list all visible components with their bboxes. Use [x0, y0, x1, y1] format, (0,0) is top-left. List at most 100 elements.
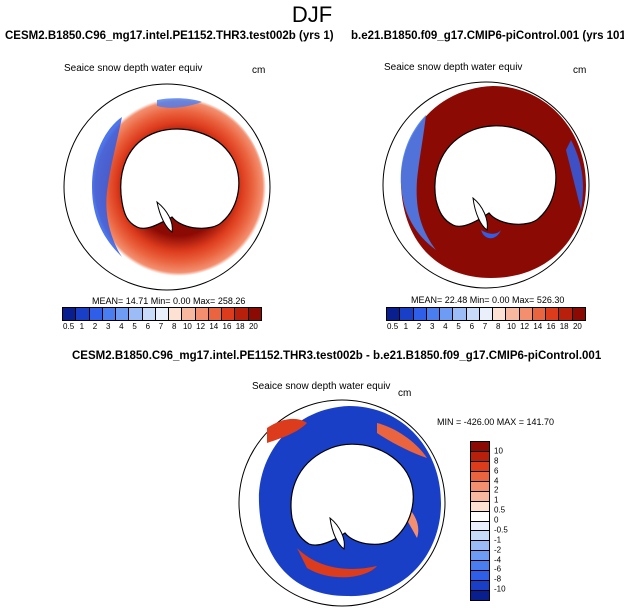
colorbar-tick-label: 8 — [495, 322, 501, 331]
colorbar-swatch — [471, 491, 489, 502]
colorbar-tick-label: 18 — [235, 322, 245, 331]
colorbar-tick-label: 1 — [494, 495, 499, 505]
colorbar-swatch — [182, 308, 196, 320]
panel-2-title: b.e21.B1850.f09_g17.CMIP6-piControl.001 … — [351, 30, 624, 42]
colorbar-tick-label: 0.5 — [63, 322, 75, 331]
antarctica — [290, 443, 414, 546]
colorbar-tick-label: 16 — [546, 322, 556, 331]
colorbar-tick-label: 5 — [456, 322, 461, 331]
colorbar-swatch — [506, 308, 520, 320]
colorbar-swatch — [471, 501, 489, 512]
low-snow-region — [92, 117, 122, 257]
ross-ice-shelf — [329, 516, 345, 550]
colorbar-swatch — [235, 308, 249, 320]
colorbar-tick-label: 4 — [443, 322, 448, 331]
colorbar-tick-label: 10 — [182, 322, 192, 331]
colorbar-tick-label: 14 — [533, 322, 543, 331]
colorbar-swatch — [471, 481, 489, 492]
colorbar-swatch — [471, 571, 489, 582]
panel-1-units: cm — [252, 65, 266, 76]
colorbar-swatch — [387, 308, 401, 320]
colorbar-swatch — [89, 308, 103, 320]
colorbar-swatch — [102, 308, 117, 320]
colorbar-tick-label: 10 — [494, 446, 503, 456]
colorbar-tick-label: 4 — [494, 476, 499, 485]
panel-2-colorbar — [386, 307, 586, 321]
panel-2-map — [382, 81, 590, 289]
panel-3-colorbar — [470, 441, 490, 601]
panel-3-colorbar-labels: 10 8 6 4 2 1 0.5 0 -0.5 -1 -2 -4 -6 -8 -10 — [494, 441, 524, 599]
colorbar-swatch — [466, 308, 480, 320]
colorbar-swatch — [471, 531, 489, 542]
colorbar-swatch — [471, 461, 489, 472]
panel-1-title: CESM2.B1850.C96_mg17.intel.PE1152.THR3.t… — [5, 30, 334, 42]
colorbar-tick-label: 10 — [506, 322, 516, 331]
colorbar-tick-label: 16 — [222, 322, 232, 331]
colorbar-tick-label: 4 — [119, 322, 124, 331]
colorbar-swatch — [471, 511, 489, 522]
panel-2-units: cm — [573, 65, 587, 76]
antarctica — [434, 125, 557, 227]
colorbar-swatch — [532, 308, 547, 320]
panel-2-variable: Seaice snow depth water equiv — [384, 62, 523, 73]
colorbar-swatch — [400, 308, 414, 320]
colorbar-swatch — [471, 451, 489, 462]
colorbar-swatch — [169, 308, 183, 320]
panel-1-colorbar — [62, 307, 262, 321]
colorbar-tick-label: 3 — [429, 322, 435, 331]
colorbar-swatch — [546, 308, 560, 320]
colorbar-swatch — [471, 561, 489, 572]
colorbar-swatch — [471, 591, 489, 600]
colorbar-swatch — [248, 308, 261, 320]
colorbar-tick-label: 5 — [132, 322, 137, 331]
colorbar-swatch — [413, 308, 427, 320]
colorbar-tick-label: 6 — [145, 322, 151, 331]
colorbar-tick-label: 20 — [572, 322, 582, 331]
panel-3-variable: Seaice snow depth water equiv — [252, 381, 391, 392]
colorbar-swatch — [471, 471, 489, 482]
colorbar-tick-label: 8 — [494, 456, 499, 466]
colorbar-tick-label: 7 — [158, 322, 164, 331]
colorbar-swatch — [76, 308, 90, 320]
colorbar-tick-label: 2 — [92, 322, 98, 331]
main-title: DJF — [291, 2, 333, 27]
colorbar-swatch — [142, 308, 156, 320]
colorbar-tick-label: -1 — [494, 535, 502, 545]
positive-difference-region — [297, 548, 377, 578]
colorbar-tick-label: 6 — [469, 322, 475, 331]
low-snow-region — [481, 230, 501, 239]
colorbar-swatch — [222, 308, 236, 320]
colorbar-tick-label: 3 — [105, 322, 111, 331]
colorbar-tick-label: 14 — [209, 322, 219, 331]
colorbar-tick-label: 8 — [171, 322, 177, 331]
ross-ice-shelf — [156, 200, 173, 233]
colorbar-tick-label: -6 — [494, 564, 502, 574]
colorbar-tick-label: -4 — [494, 555, 502, 564]
colorbar-tick-label: -10 — [494, 584, 506, 594]
colorbar-tick-label: 12 — [520, 322, 530, 331]
colorbar-tick-label: 18 — [559, 322, 569, 331]
positive-difference-region — [377, 423, 427, 458]
panel-1-colorbar-labels: 0.5 1 2 3 4 5 6 7 8 10 12 14 16 18 20 — [62, 322, 260, 332]
colorbar-swatch — [453, 308, 467, 320]
colorbar-tick-label: 2 — [494, 485, 499, 495]
panel-1-stats: MEAN= 14.71 Min= 0.00 Max= 258.26 — [92, 296, 246, 306]
colorbar-tick-label: 7 — [482, 322, 488, 331]
colorbar-swatch — [471, 541, 489, 552]
colorbar-swatch — [471, 551, 489, 562]
panel-3-title: CESM2.B1850.C96_mg17.intel.PE1152.THR3.t… — [72, 350, 602, 362]
colorbar-swatch — [208, 308, 223, 320]
colorbar-tick-label: -8 — [494, 574, 502, 584]
colorbar-swatch — [519, 308, 533, 320]
positive-difference-region — [267, 418, 307, 443]
panel-3-stats: MIN = -426.00 MAX = 141.70 — [437, 417, 555, 427]
panel-3-map — [238, 399, 446, 607]
colorbar-swatch — [471, 581, 489, 592]
colorbar-tick-label: 6 — [494, 466, 499, 476]
colorbar-swatch — [116, 308, 130, 320]
colorbar-swatch — [129, 308, 143, 320]
low-snow-region — [566, 140, 583, 210]
colorbar-tick-label: -0.5 — [494, 525, 508, 535]
panel-3-units: cm — [398, 388, 412, 399]
colorbar-swatch — [559, 308, 573, 320]
